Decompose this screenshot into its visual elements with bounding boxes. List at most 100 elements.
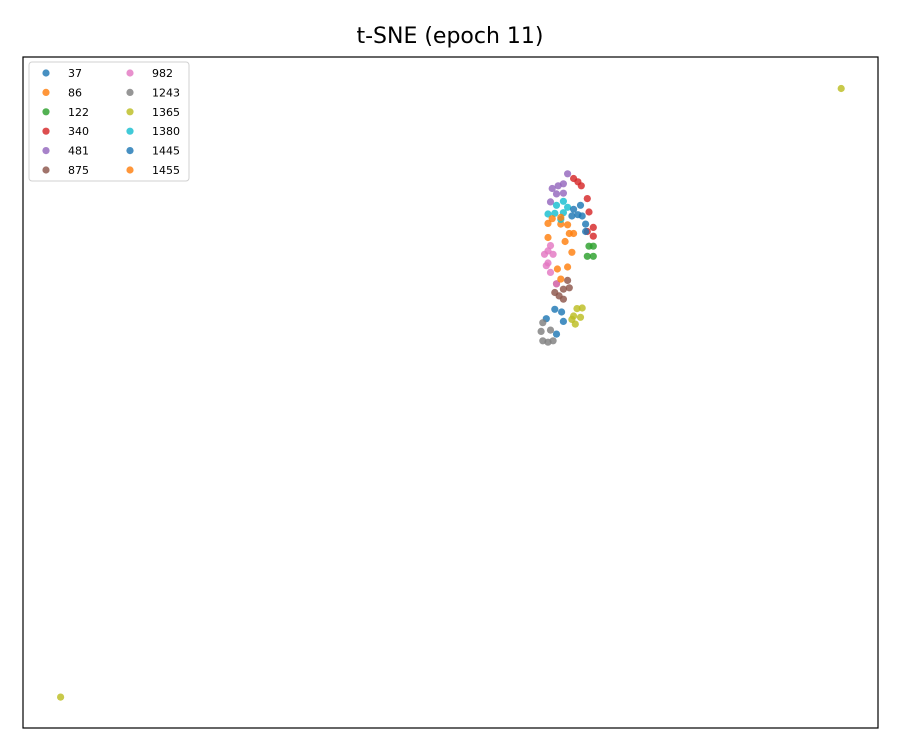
legend-item-1445: 1445	[126, 145, 180, 158]
point-122-2	[583, 252, 591, 260]
legend-item-1380: 1380	[126, 125, 180, 138]
point-1445-0	[570, 205, 578, 213]
legend-label-1445: 1445	[152, 145, 180, 158]
point-875-5	[559, 295, 568, 303]
series-340	[570, 174, 597, 240]
point-340-4	[585, 208, 593, 216]
point-1380-5	[564, 203, 572, 211]
legend-label-481: 481	[68, 145, 89, 158]
point-340-3	[583, 195, 591, 203]
legend-marker-340	[42, 127, 50, 135]
series-1243	[537, 319, 557, 346]
point-481-3	[548, 184, 556, 193]
legend-label-1365: 1365	[152, 106, 180, 119]
point-1365-7	[571, 320, 579, 328]
legend-label-875: 875	[68, 164, 89, 177]
legend-item-1243: 1243	[126, 86, 180, 99]
legend-label-86: 86	[68, 86, 82, 99]
point-37-1	[551, 305, 559, 313]
legend-marker-1365	[126, 108, 134, 116]
point-1455-6	[557, 275, 565, 283]
point-86-4	[553, 265, 562, 273]
chart-title: t-SNE (epoch 11)	[356, 24, 543, 49]
series-1365	[57, 84, 845, 701]
legend-item-340: 340	[42, 125, 89, 138]
point-1445-3	[568, 212, 576, 220]
series-481	[546, 170, 572, 206]
legend-marker-481	[42, 147, 50, 155]
point-982-7	[552, 280, 561, 288]
point-1380-3	[544, 210, 552, 218]
legend-label-1455: 1455	[152, 164, 180, 177]
legend-label-37: 37	[68, 67, 82, 80]
point-875-4	[551, 288, 559, 297]
point-86-2	[568, 248, 576, 256]
point-1455-7	[564, 263, 572, 271]
legend-item-37: 37	[42, 67, 82, 80]
legend-marker-982	[126, 69, 134, 77]
point-1365-1	[57, 693, 65, 701]
point-481-4	[552, 190, 561, 198]
point-481-0	[564, 170, 572, 178]
point-1365-0	[837, 84, 845, 93]
series-982	[540, 242, 561, 288]
series-122	[583, 242, 597, 260]
point-1445-5	[582, 220, 590, 228]
point-86-3	[544, 233, 552, 242]
point-1243-5	[549, 337, 557, 345]
point-1365-2	[573, 305, 581, 313]
point-1455-2	[564, 221, 572, 229]
legend-item-86: 86	[42, 86, 82, 99]
point-982-6	[546, 268, 555, 276]
point-86-1	[561, 237, 569, 246]
point-37-4	[552, 330, 561, 338]
point-340-5	[589, 223, 597, 231]
point-1380-1	[552, 201, 561, 209]
point-1445-4	[578, 212, 586, 220]
points-layer	[57, 84, 845, 701]
point-982-3	[549, 250, 557, 258]
point-1380-2	[551, 209, 559, 217]
legend-label-122: 122	[68, 106, 89, 119]
legend-label-1243: 1243	[152, 86, 180, 99]
point-1243-0	[539, 319, 547, 327]
point-1243-1	[537, 327, 545, 335]
point-1455-3	[544, 219, 552, 227]
point-1365-3	[578, 304, 586, 312]
point-982-2	[540, 250, 549, 258]
point-1445-6	[582, 227, 590, 236]
point-481-2	[554, 182, 562, 190]
legend: 37 86 122 340 481 875 982 1243 1365 1380 1445 1455	[28, 61, 190, 182]
point-1455-5	[565, 229, 573, 238]
legend-label-1380: 1380	[152, 125, 180, 138]
series-1455	[544, 213, 578, 283]
point-481-6	[559, 189, 568, 197]
legend-marker-37	[42, 69, 50, 77]
legend-marker-875	[42, 166, 50, 174]
point-1380-0	[559, 197, 568, 205]
point-340-2	[577, 182, 585, 190]
series-1445	[568, 201, 590, 236]
point-1365-5	[576, 313, 585, 321]
point-875-1	[565, 284, 573, 292]
legend-marker-86	[42, 88, 50, 96]
legend-item-122: 122	[42, 106, 89, 119]
point-1455-0	[548, 215, 556, 223]
legend-frame	[28, 61, 190, 182]
point-1455-1	[557, 213, 565, 221]
legend-marker-122	[42, 108, 50, 116]
legend-marker-1445	[126, 147, 134, 155]
point-1243-2	[546, 326, 555, 334]
legend-item-1365: 1365	[126, 106, 180, 119]
point-982-5	[542, 262, 550, 270]
legend-item-875: 875	[42, 164, 89, 177]
legend-label-340: 340	[68, 125, 89, 138]
point-122-1	[589, 252, 597, 260]
point-37-3	[558, 308, 566, 316]
point-481-5	[546, 198, 555, 206]
legend-label-982: 982	[152, 67, 173, 80]
legend-item-982: 982	[126, 67, 173, 80]
legend-marker-1380	[126, 127, 134, 135]
legend-item-481: 481	[42, 145, 89, 158]
